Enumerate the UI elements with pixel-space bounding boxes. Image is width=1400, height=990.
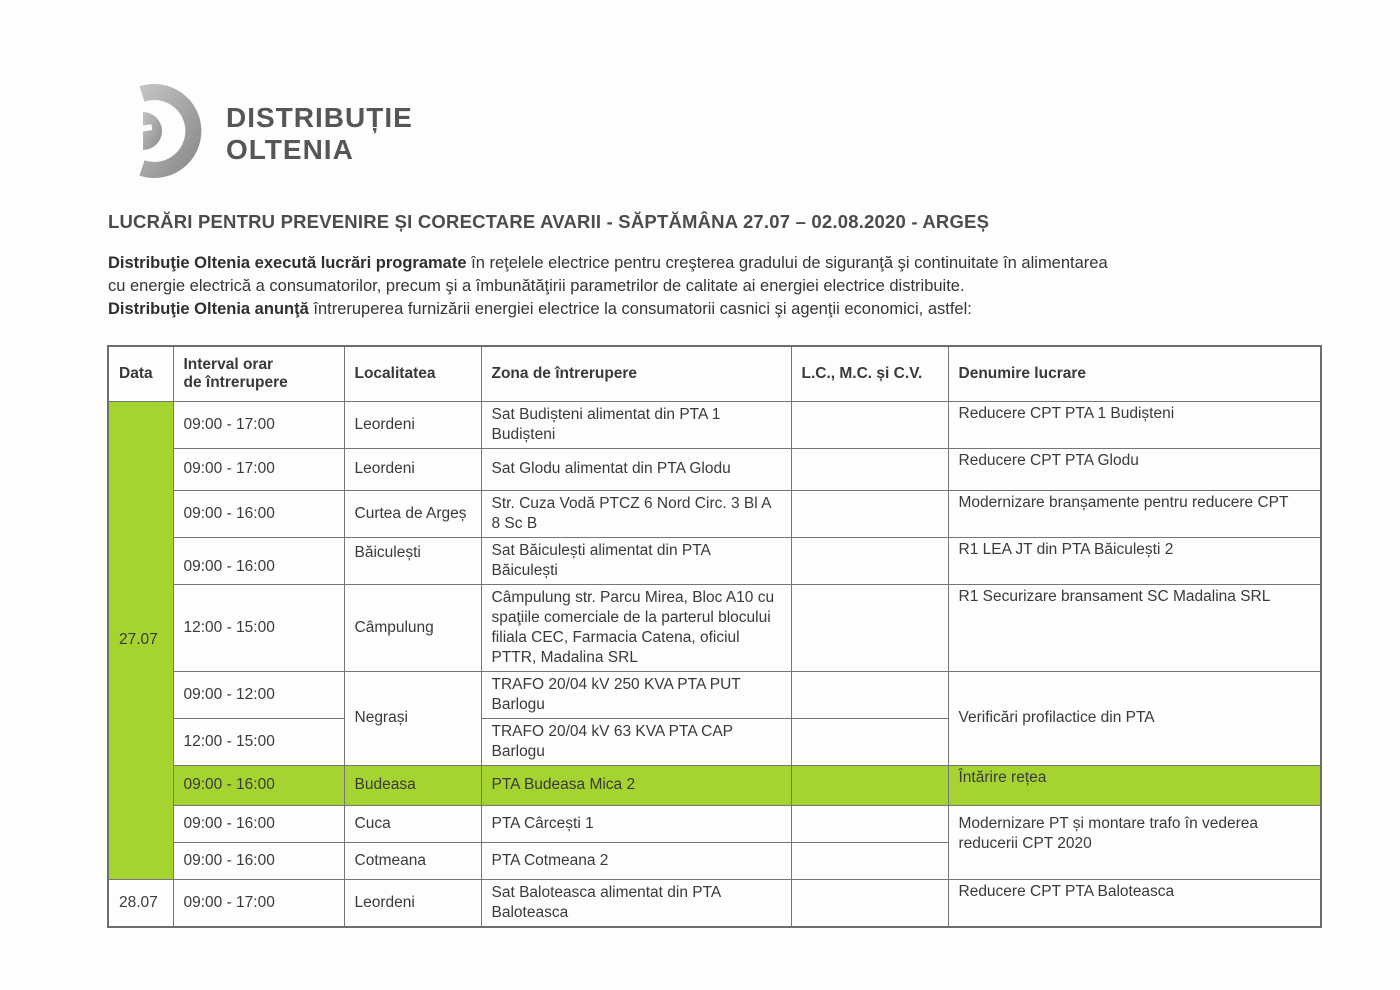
- intro-p2-bold: Distribuţie Oltenia anunţă: [108, 300, 309, 318]
- cell-work: Întărire rețea: [947, 764, 1322, 806]
- header-interval: Interval orar de întrerupere: [172, 345, 345, 402]
- cell-lc: [790, 583, 949, 672]
- cell-locality: Cuca: [343, 804, 482, 843]
- document-title: LUCRĂRI PENTRU PREVENIRE ȘI CORECTARE AV…: [108, 211, 990, 232]
- header-zone: Zona de întrerupere: [480, 345, 792, 402]
- header-date: Data: [107, 345, 174, 402]
- table-row: 09:00 - 16:00 Băiculești Sat Băiculești …: [108, 536, 1322, 585]
- table-row: 12:00 - 15:00 TRAFO 20/04 kV 63 KVA PTA …: [108, 717, 1321, 766]
- intro-p1-bold: Distribuţie Oltenia execută lucrări prog…: [108, 254, 467, 272]
- table-row: 28.07 09:00 - 17:00 Leordeni Sat Balotea…: [107, 878, 1322, 927]
- cell-interval: 09:00 - 16:00: [172, 536, 345, 585]
- cell-zone: Sat Baloteasca alimentat din PTA Balotea…: [480, 878, 792, 927]
- cell-zone: Str. Cuza Vodă PTCZ 6 Nord Circ. 3 Bl A …: [480, 489, 792, 538]
- cell-date-2707: 27.07: [107, 400, 174, 880]
- cell-interval: 09:00 - 16:00: [172, 804, 345, 843]
- cell-work: Reducere CPT PTA Glodu: [947, 447, 1322, 491]
- cell-interval: 09:00 - 17:00: [172, 400, 345, 449]
- header-locality: Localitatea: [343, 345, 482, 402]
- cell-lc: [790, 400, 949, 449]
- cell-interval: 12:00 - 15:00: [172, 583, 345, 672]
- brand-line-2: OLTENIA: [226, 133, 354, 165]
- table-row: 09:00 - 16:00 Cuca PTA Cârcești 1 Modern…: [108, 804, 1322, 880]
- table-row-highlighted: 09:00 - 16:00 Budeasa PTA Budeasa Mica 2…: [108, 764, 1322, 806]
- intro-p1-rest: în reţelele electrice pentru creşterea g…: [108, 254, 1108, 295]
- intro-p2-rest: întreruperea furnizării energiei electri…: [308, 300, 972, 318]
- table-row: 12:00 - 15:00 Câmpulung Câmpulung str. P…: [108, 583, 1322, 672]
- cell-work: Verificări profilactice din PTA: [947, 670, 1322, 766]
- cell-lc: [790, 536, 949, 585]
- cell-lc: [790, 447, 949, 491]
- cell-interval: 09:00 - 16:00: [172, 764, 345, 806]
- cell-locality: Curtea de Argeș: [343, 489, 482, 538]
- header-lc: L.C., M.C. și C.V.: [790, 345, 949, 402]
- oltenia-d-logo-icon: [112, 84, 206, 183]
- table-row: 09:00 - 16:00 Curtea de Argeș Str. Cuza …: [108, 489, 1322, 538]
- table-row: 09:00 - 12:00 Negrași TRAFO 20/04 kV 250…: [108, 670, 1322, 766]
- cell-lc: [790, 670, 949, 719]
- cell-lc: [790, 841, 949, 880]
- cell-work: R1 Securizare bransament SC Madalina SRL: [947, 583, 1322, 672]
- cell-zone: TRAFO 20/04 kV 63 KVA PTA CAP Barlogu: [480, 717, 792, 766]
- header-work: Denumire lucrare: [947, 345, 1322, 402]
- cell-zone: Sat Glodu alimentat din PTA Glodu: [480, 447, 792, 491]
- cell-interval: 09:00 - 16:00: [172, 841, 345, 880]
- cell-locality: Leordeni: [343, 400, 482, 449]
- cell-locality: Câmpulung: [343, 583, 482, 672]
- brand-name: DISTRIBUȚIE OLTENIA: [226, 102, 413, 165]
- cell-lc: [790, 878, 949, 927]
- cell-work: Reducere CPT PTA Baloteasca: [947, 878, 1322, 927]
- table-row: 09:00 - 17:00 Leordeni Sat Glodu aliment…: [108, 447, 1322, 491]
- table-row: 09:00 - 16:00 Cotmeana PTA Cotmeana 2: [108, 841, 1321, 880]
- cell-work: Reducere CPT PTA 1 Budișteni: [947, 400, 1322, 449]
- cell-interval: 09:00 - 17:00: [172, 447, 345, 491]
- table-row: 27.07 09:00 - 17:00 Leordeni Sat Budiște…: [107, 400, 1322, 880]
- cell-zone: Sat Budișteni alimentat din PTA 1 Budișt…: [480, 400, 792, 449]
- cell-zone: Câmpulung str. Parcu Mirea, Bloc A10 cu …: [480, 583, 792, 672]
- cell-interval: 09:00 - 17:00: [172, 878, 345, 927]
- cell-interval: 09:00 - 12:00: [172, 670, 345, 719]
- outage-schedule-table: Data Interval orar de întrerupere Locali…: [107, 345, 1322, 928]
- cell-locality: Leordeni: [343, 447, 482, 491]
- cell-interval: 12:00 - 15:00: [172, 717, 345, 766]
- cell-work: Modernizare branșamente pentru reducere …: [947, 489, 1322, 538]
- cell-zone: Sat Băiculești alimentat din PTA Băicule…: [480, 536, 792, 585]
- cell-lc: [790, 804, 949, 843]
- cell-lc: [790, 717, 949, 766]
- cell-lc: [790, 489, 949, 538]
- cell-locality: Negrași: [343, 670, 482, 766]
- cell-lc: [790, 764, 949, 806]
- brand-line-1: DISTRIBUȚIE: [226, 102, 413, 134]
- cell-zone: PTA Cârcești 1: [480, 804, 792, 843]
- cell-zone: PTA Budeasa Mica 2: [480, 764, 792, 806]
- cell-zone: PTA Cotmeana 2: [480, 841, 792, 880]
- cell-work: Modernizare PT și montare trafo în veder…: [947, 804, 1322, 880]
- cell-work: R1 LEA JT din PTA Băiculești 2: [947, 536, 1322, 585]
- table-header-row: Data Interval orar de întrerupere Locali…: [107, 345, 1322, 402]
- company-logo: DISTRIBUȚIE OLTENIA: [112, 84, 413, 183]
- cell-locality: Cotmeana: [343, 841, 482, 880]
- cell-date-2807: 28.07: [107, 878, 174, 927]
- cell-locality: Budeasa: [343, 764, 482, 806]
- cell-interval: 09:00 - 16:00: [172, 489, 345, 538]
- cell-locality: Leordeni: [343, 878, 482, 927]
- cell-zone: TRAFO 20/04 kV 250 KVA PTA PUT Barlogu: [480, 670, 792, 719]
- intro-text: Distribuţie Oltenia execută lucrări prog…: [108, 252, 1348, 321]
- cell-locality: Băiculești: [343, 536, 482, 585]
